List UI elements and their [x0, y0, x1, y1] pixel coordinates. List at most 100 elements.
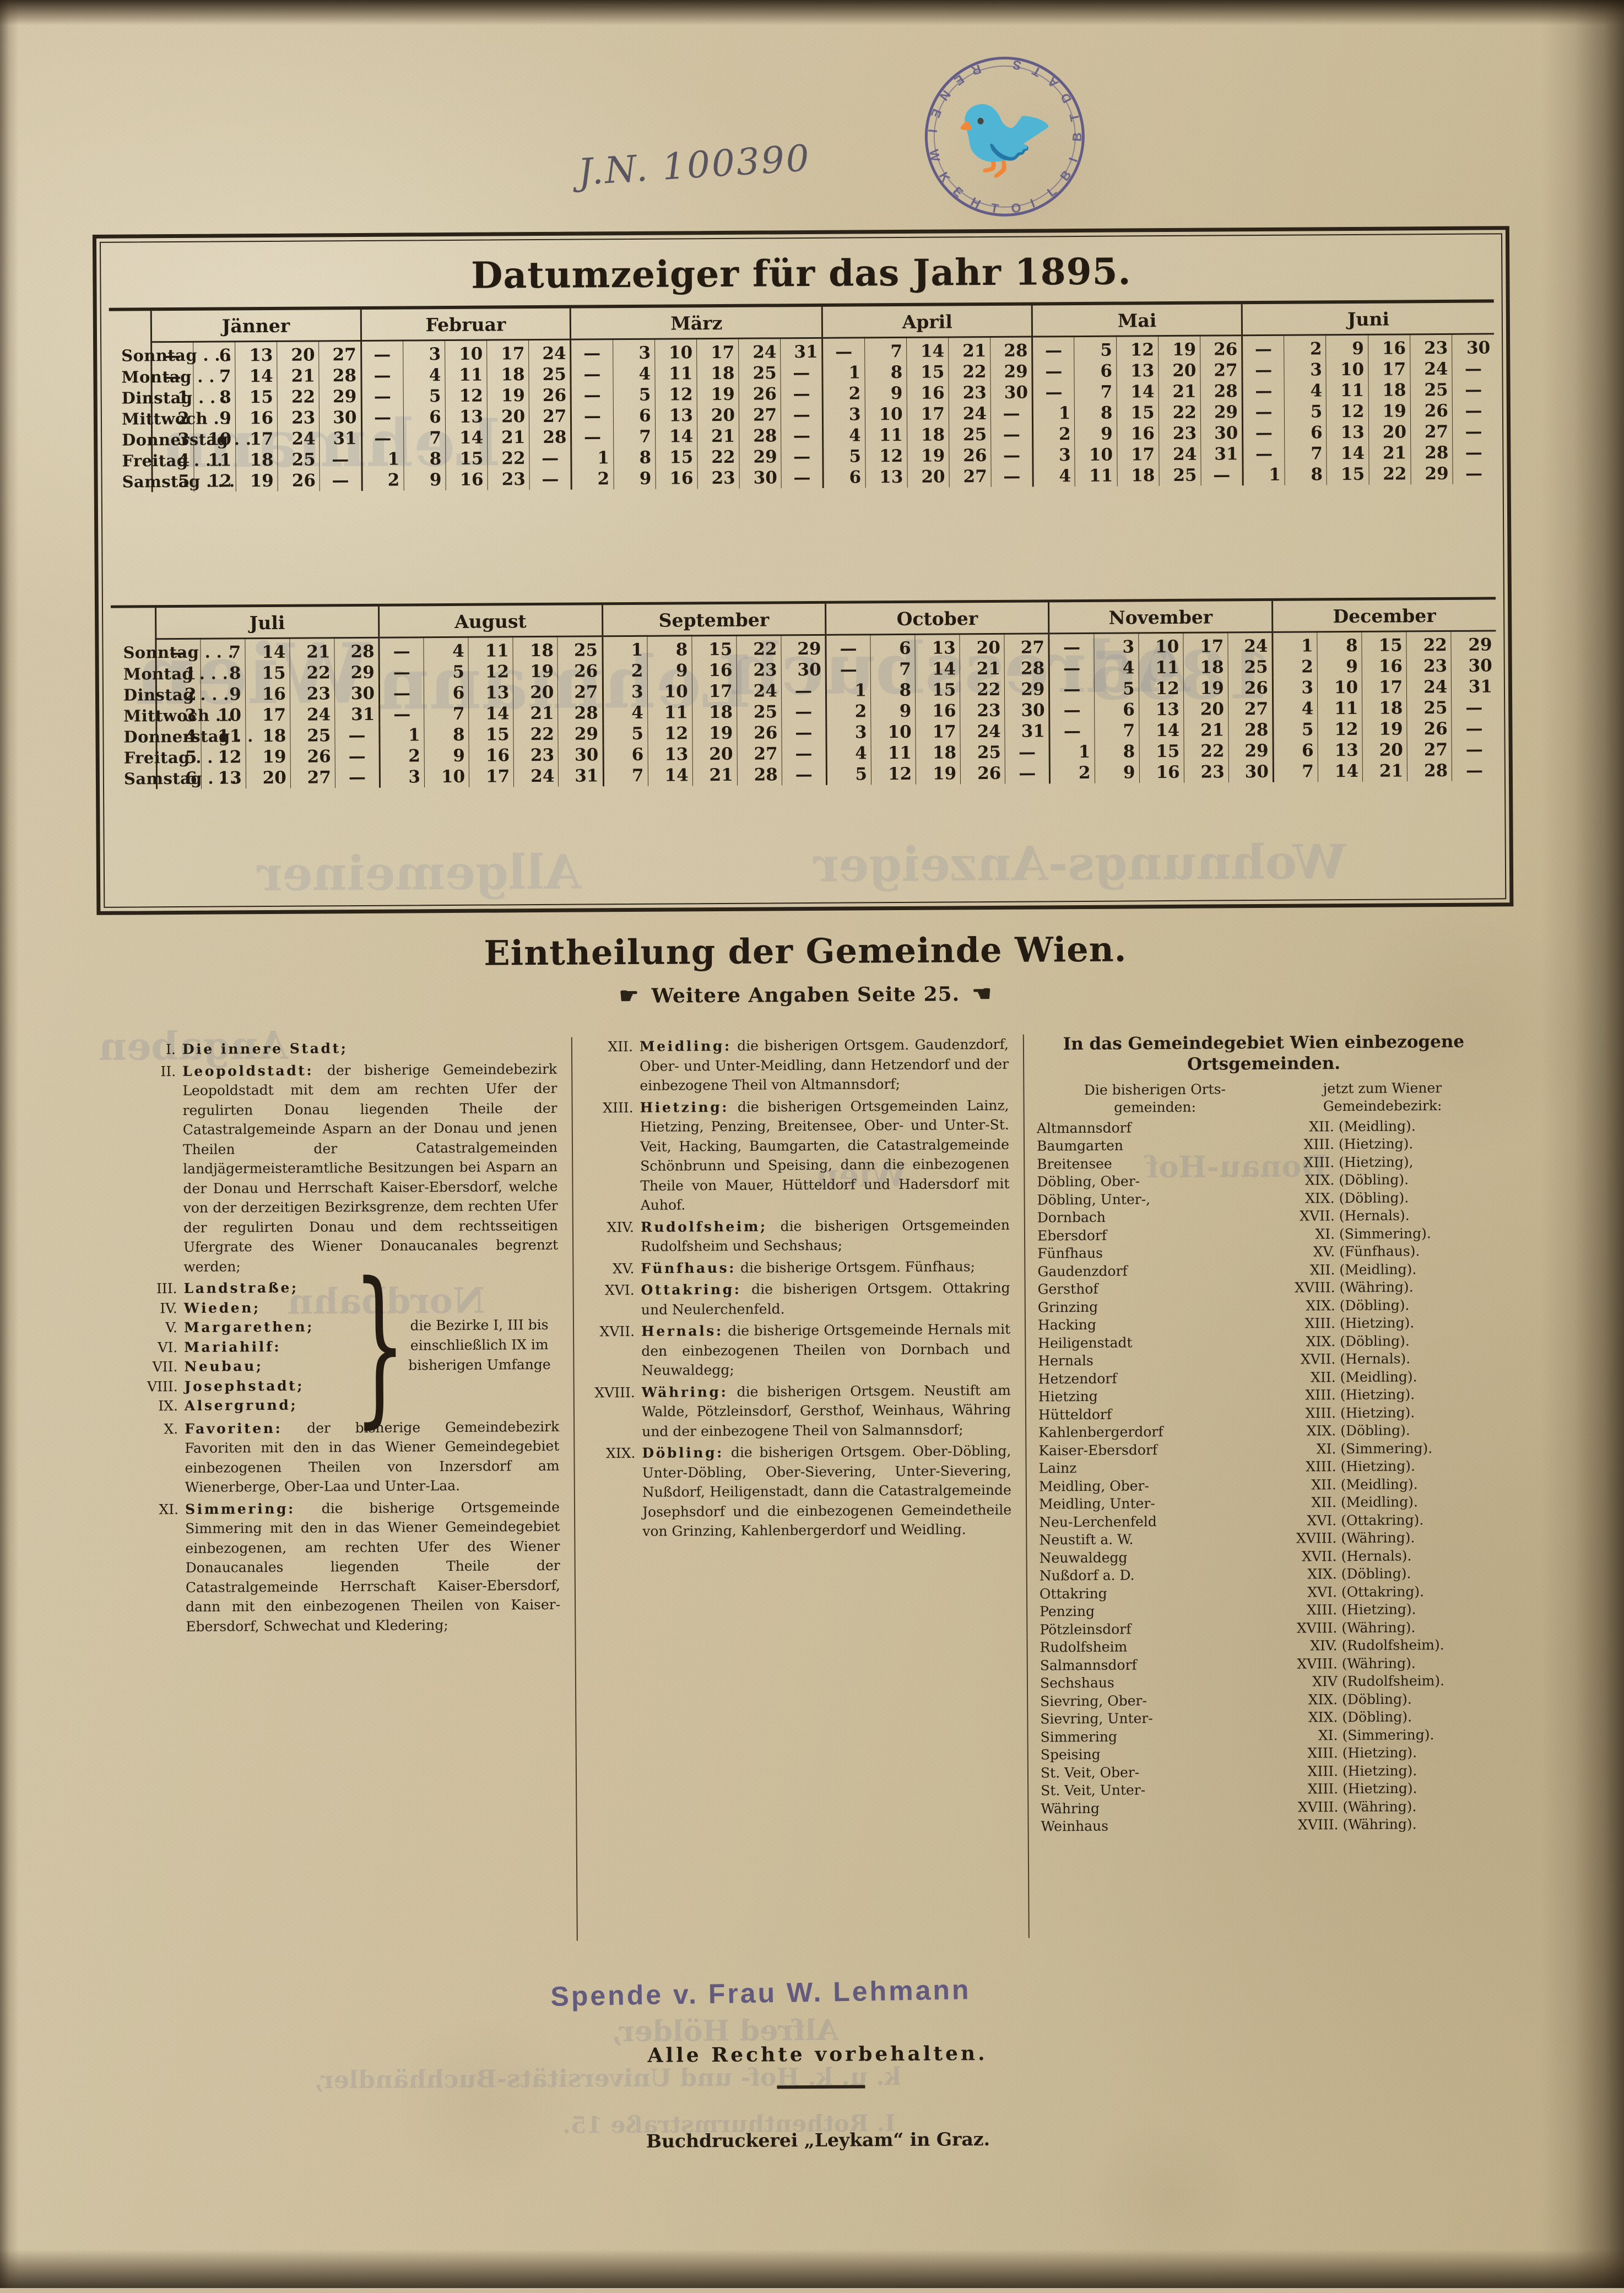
calendar-date-cell: 6	[1094, 699, 1139, 721]
calendar-date-cell: 10	[1317, 677, 1362, 699]
annex-row: Gersthof XVIII. (Währing).	[1038, 1278, 1493, 1299]
calendar-date-cell: 14	[1139, 720, 1184, 742]
calendar-date-cell: 29	[990, 361, 1033, 382]
calendar-date-cell: —	[1049, 699, 1095, 721]
calendar-date-cell: 19	[487, 385, 529, 407]
annex-district-value: XIII. (Hietzing),	[1274, 1153, 1492, 1172]
calendar-date-cell: 25	[1410, 379, 1453, 401]
calendar-half-second: Juli August September October November Decemb…	[111, 597, 1498, 902]
annex-district-numeral: XVIII.	[1296, 1530, 1337, 1546]
district-entry: XIX. Döbling: die bisherigen Ortsgem. Obe…	[584, 1441, 1011, 1542]
calendar-date-cell: 8	[870, 679, 916, 701]
annex-row: Meidling, Ober- XII. (Meidling).	[1039, 1475, 1494, 1496]
annex-place-name: Hacking	[1037, 1316, 1097, 1333]
calendar-date-cell: 2	[826, 701, 871, 722]
annex-row: Neustift a. W. XVIII. (Währing).	[1039, 1529, 1494, 1550]
calendar-date-cell: —	[361, 407, 404, 428]
calendar-date-cell: 1	[1032, 403, 1075, 424]
calendar-date-cell: 19	[1183, 678, 1228, 699]
calendar-date-cell: 9	[403, 469, 446, 491]
annex-district-value: XIII. (Hietzing).	[1275, 1403, 1493, 1423]
annex-row: Speising XIII. (Hietzing).	[1041, 1744, 1496, 1765]
calendar-date-cell: 21	[692, 764, 738, 786]
calendar-date-cell: 16	[235, 407, 278, 429]
page-edge-top	[0, 0, 1624, 25]
annex-row: Breitensee XIII. (Hietzing),	[1037, 1153, 1492, 1173]
district-text: Mariahilf:	[184, 1336, 364, 1356]
calendar-date-cell: 29	[319, 386, 361, 408]
calendar-date-cell: —	[378, 637, 424, 662]
calendar-date-cell: 28	[334, 637, 380, 663]
calendar-date-cell: 14	[468, 703, 514, 724]
annex-district-value: XIX. (Döbling).	[1275, 1332, 1493, 1351]
calendar-date-cell: 2	[1273, 656, 1318, 678]
calendar-date-cell: 6	[424, 682, 469, 704]
calendar-date-cell: 9	[1326, 334, 1368, 360]
calendar-date-cell: 2	[1049, 762, 1095, 784]
calendar-date-cell: 14	[1116, 381, 1159, 403]
calendar-date-cell: —	[1452, 739, 1497, 760]
calendar-date-cell: 27	[1228, 698, 1273, 720]
annex-place-name: Döbling, Ober-	[1037, 1173, 1140, 1190]
calendar-date-cell: 19	[1158, 336, 1200, 361]
district-numeral: XVIII.	[594, 1384, 635, 1400]
annex-place-name: Rudolfsheim	[1040, 1638, 1128, 1656]
calendar-date-cell: 4	[1284, 380, 1327, 402]
annex-place-name: St. Veit, Ober-	[1040, 1764, 1140, 1781]
calendar-date-cell: —	[781, 701, 826, 723]
calendar-date-cell: 4	[613, 363, 655, 385]
calendar-date-cell: 10	[647, 681, 692, 702]
annex-place-name: Salmannsdorf	[1040, 1657, 1137, 1674]
calendar-date-cell: 23	[277, 407, 320, 429]
district-text: Alsergrund;	[185, 1395, 364, 1415]
annex-district-numeral: XII.	[1309, 1261, 1335, 1278]
calendar-date-cell: 24	[513, 765, 559, 787]
calendar-date-cell: —	[990, 424, 1033, 445]
calendar-table-jan-jun: Jänner Februar März April Mai Juni Sonntag . .…	[109, 302, 1495, 493]
calendar-date-cell: 8	[1094, 741, 1139, 762]
annex-district-value: XIV. (Rudolfsheim).	[1276, 1636, 1495, 1656]
calendar-date-cell: 3	[1094, 632, 1139, 658]
calendar-date-cell: 5	[613, 384, 656, 406]
calendar-date-cell: 22	[290, 662, 335, 684]
calendar-date-cell: 1	[1049, 741, 1095, 763]
annex-row: Dornbach XVII. (Hernals).	[1037, 1207, 1492, 1227]
district-column-middle: XII. Meidling: die bisherigen Ortsgem. Ga…	[571, 1034, 1028, 1941]
annex-row: St. Veit, Ober- XIII. (Hietzing).	[1041, 1761, 1496, 1782]
district-name: Simmering:	[185, 1500, 296, 1517]
district-name: Margarethen;	[183, 1318, 315, 1335]
calendar-date-cell: 18	[1362, 697, 1408, 719]
annex-place-name: Penzing	[1040, 1603, 1095, 1620]
district-name: Leopoldstadt:	[182, 1062, 314, 1079]
calendar-date-cell: 16	[1117, 423, 1159, 445]
calendar-date-cell: 1	[379, 724, 425, 746]
calendar-date-cell: —	[379, 683, 424, 704]
calendar-date-cell: 15	[691, 635, 737, 661]
district-name: Fünfhaus:	[641, 1259, 737, 1277]
calendar-date-cell: —	[361, 428, 404, 449]
district-name: Hernals:	[641, 1322, 723, 1339]
calendar-date-cell: —	[1452, 442, 1495, 463]
annex-district-numeral: XII.	[1311, 1476, 1336, 1493]
calendar-date-cell: 25	[960, 742, 1005, 764]
annex-district-value: XIII. (Hietzing).	[1276, 1600, 1495, 1620]
calendar-date-cell: 26	[529, 385, 571, 407]
annex-row: Ebersdorf XI. (Simmering).	[1037, 1224, 1492, 1245]
annex-row: Hetzendorf XII. (Meidling).	[1038, 1367, 1493, 1388]
annex-row: Weinhaus XVIII. (Währing).	[1041, 1815, 1496, 1836]
calendar-date-cell: 8	[403, 448, 446, 470]
calendar-date-cell: 4	[822, 425, 865, 446]
calendar-date-cell: 28	[1228, 719, 1273, 741]
calendar-date-cell: 9	[1074, 423, 1117, 445]
district-entry: XIV. Rudolfsheim; die bisherigen Ortsgeme…	[583, 1215, 1010, 1257]
annex-place-name: Grinzing	[1037, 1299, 1098, 1316]
annex-district-numeral: XVIII.	[1297, 1798, 1339, 1815]
annex-row: Döbling, Unter-, XIX. (Döbling).	[1037, 1188, 1492, 1209]
calendar-date-cell: 14	[915, 658, 960, 680]
annex-place-name: Gersthof	[1037, 1280, 1098, 1297]
calendar-date-cell: 15	[445, 448, 488, 470]
calendar-date-cell: 19	[696, 383, 739, 405]
annex-district-value: XIII. (Hietzing).	[1274, 1135, 1492, 1154]
calendar-date-cell: 6	[1273, 740, 1318, 761]
district-entry: XV. Fünfhaus: die bisherige Ortsgem. Fünf…	[583, 1256, 1010, 1278]
